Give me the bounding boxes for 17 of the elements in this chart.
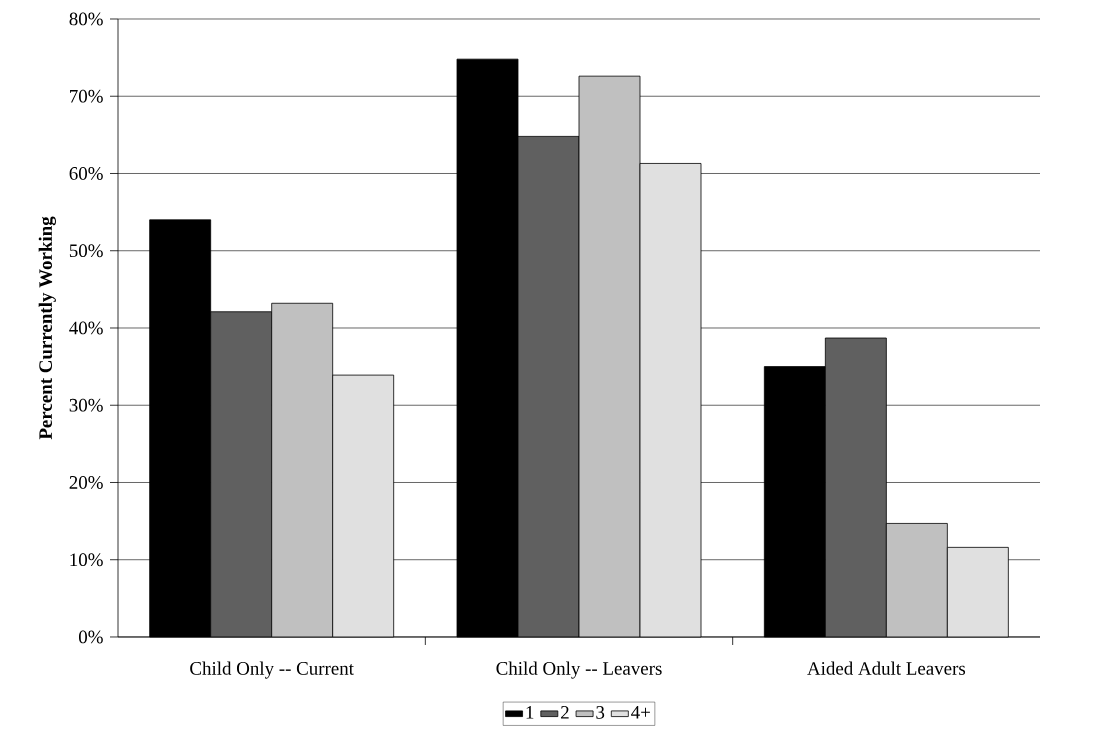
y-tick-label: 60% [69,167,103,180]
legend-label: 3 [596,706,605,719]
x-tick-label: Child Only -- Leavers [496,661,662,679]
x-tick-label: Aided Adult Leavers [807,661,966,675]
legend-label: 4+ [631,706,650,719]
legend-label: 1 [526,706,534,719]
x-tick-label: Child Only -- Current [190,661,354,679]
y-tick-label: 80% [69,12,103,26]
y-tick-label: 0% [78,630,103,644]
y-tick-label: 50% [69,244,103,258]
y-tick-label: 70% [70,89,103,103]
y-tick-label: 10% [70,553,103,567]
y-tick-label: 30% [69,398,103,412]
y-tick-label: 40% [69,321,103,335]
y-tick-label: 20% [69,476,103,489]
legend-label: 2 [561,706,569,719]
y-axis-title: Percent Currently Working [38,216,56,440]
